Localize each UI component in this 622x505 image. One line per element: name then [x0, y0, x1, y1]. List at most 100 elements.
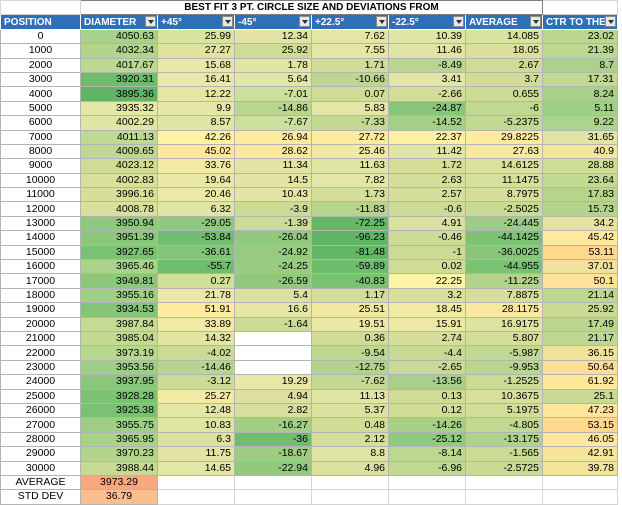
column-header[interactable]: +45°: [157, 14, 235, 30]
value-cell[interactable]: -1.64: [234, 316, 312, 332]
value-cell[interactable]: 40.9: [542, 143, 618, 160]
value-cell[interactable]: 8.7: [542, 57, 618, 73]
value-cell[interactable]: 27.72: [311, 129, 389, 145]
value-cell[interactable]: -36.0025: [465, 244, 543, 261]
empty-cell[interactable]: [157, 474, 235, 491]
position-cell[interactable]: 24000: [0, 374, 81, 390]
value-cell[interactable]: 34.2: [542, 215, 618, 232]
empty-cell[interactable]: [465, 474, 543, 491]
value-cell[interactable]: -25.12: [388, 431, 466, 448]
value-cell[interactable]: -7.01: [234, 86, 312, 102]
value-cell[interactable]: -2.5725: [465, 460, 543, 476]
value-cell[interactable]: 4009.65: [80, 143, 158, 160]
value-cell[interactable]: 4032.34: [80, 43, 158, 59]
value-cell[interactable]: -59.89: [311, 259, 389, 275]
position-cell[interactable]: 27000: [0, 417, 81, 433]
value-cell[interactable]: 11.13: [311, 388, 389, 404]
value-cell[interactable]: 16.9175: [465, 316, 543, 332]
position-cell[interactable]: 2000: [0, 57, 81, 73]
value-cell[interactable]: -18.67: [234, 446, 312, 462]
filter-dropdown-icon[interactable]: [222, 16, 233, 28]
value-cell[interactable]: 1.17: [311, 287, 389, 304]
value-cell[interactable]: 2.82: [234, 402, 312, 419]
value-cell[interactable]: [234, 359, 312, 376]
value-cell[interactable]: 4050.63: [80, 28, 158, 45]
position-cell[interactable]: 28000: [0, 431, 81, 448]
value-cell[interactable]: 10.39: [388, 28, 466, 45]
value-cell[interactable]: -5.2375: [465, 115, 543, 131]
filter-dropdown-icon[interactable]: [530, 16, 541, 28]
position-cell[interactable]: 9000: [0, 158, 81, 174]
value-cell[interactable]: 28.88: [542, 158, 618, 174]
value-cell[interactable]: 0.02: [388, 259, 466, 275]
value-cell[interactable]: 7.62: [311, 28, 389, 45]
filter-dropdown-icon[interactable]: [605, 16, 616, 28]
value-cell[interactable]: 15.73: [542, 201, 618, 217]
value-cell[interactable]: 2.63: [388, 172, 466, 189]
value-cell[interactable]: 5.37: [311, 402, 389, 419]
position-cell[interactable]: 3000: [0, 71, 81, 88]
value-cell[interactable]: 6.3: [157, 431, 235, 448]
value-cell[interactable]: -26.59: [234, 273, 312, 289]
value-cell[interactable]: 15.68: [157, 57, 235, 73]
value-cell[interactable]: 11.46: [388, 43, 466, 59]
value-cell[interactable]: -29.05: [157, 215, 235, 232]
value-cell[interactable]: 3951.39: [80, 230, 158, 246]
value-cell[interactable]: 0.36: [311, 330, 389, 347]
value-cell[interactable]: -1.565: [465, 446, 543, 462]
value-cell[interactable]: 3985.04: [80, 330, 158, 347]
value-cell[interactable]: -3.9: [234, 201, 312, 217]
value-cell[interactable]: 5.1975: [465, 402, 543, 419]
value-cell[interactable]: 21.14: [542, 287, 618, 304]
position-cell[interactable]: 15000: [0, 244, 81, 261]
value-cell[interactable]: 18.05: [465, 43, 543, 59]
value-cell[interactable]: 26.94: [234, 129, 312, 145]
value-cell[interactable]: 10.3675: [465, 388, 543, 404]
value-cell[interactable]: -3.12: [157, 374, 235, 390]
value-cell[interactable]: 8.8: [311, 446, 389, 462]
position-cell[interactable]: 20000: [0, 316, 81, 332]
value-cell[interactable]: 3973.19: [80, 345, 158, 361]
value-cell[interactable]: 25.99: [157, 28, 235, 45]
value-cell[interactable]: 16.6: [234, 302, 312, 318]
value-cell[interactable]: -96.23: [311, 230, 389, 246]
value-cell[interactable]: -22.94: [234, 460, 312, 476]
value-cell[interactable]: 1.71: [311, 57, 389, 73]
value-cell[interactable]: 14.6125: [465, 158, 543, 174]
value-cell[interactable]: 28.1175: [465, 302, 543, 318]
value-cell[interactable]: -24.445: [465, 215, 543, 232]
value-cell[interactable]: 3953.56: [80, 359, 158, 376]
value-cell[interactable]: 25.92: [542, 302, 618, 318]
value-cell[interactable]: 2.74: [388, 330, 466, 347]
value-cell[interactable]: 8.24: [542, 86, 618, 102]
value-cell[interactable]: 3988.44: [80, 460, 158, 476]
column-header[interactable]: -45°: [234, 14, 312, 30]
position-cell[interactable]: 22000: [0, 345, 81, 361]
value-cell[interactable]: -26.04: [234, 230, 312, 246]
value-cell[interactable]: -6.96: [388, 460, 466, 476]
value-cell[interactable]: -9.953: [465, 359, 543, 376]
value-cell[interactable]: 9.9: [157, 100, 235, 117]
value-cell[interactable]: -44.955: [465, 259, 543, 275]
value-cell[interactable]: 4.91: [388, 215, 466, 232]
value-cell[interactable]: -9.54: [311, 345, 389, 361]
value-cell[interactable]: 19.51: [311, 316, 389, 332]
value-cell[interactable]: -0.6: [388, 201, 466, 217]
value-cell[interactable]: 14.32: [157, 330, 235, 347]
value-cell[interactable]: 3955.75: [80, 417, 158, 433]
value-cell[interactable]: 4017.67: [80, 57, 158, 73]
value-cell[interactable]: 45.02: [157, 143, 235, 160]
value-cell[interactable]: 25.92: [234, 43, 312, 59]
value-cell[interactable]: -24.87: [388, 100, 466, 117]
value-cell[interactable]: 5.64: [234, 71, 312, 88]
value-cell[interactable]: -7.62: [311, 374, 389, 390]
value-cell[interactable]: 25.27: [157, 388, 235, 404]
column-header[interactable]: AVERAGE: [465, 14, 543, 30]
value-cell[interactable]: 8.7975: [465, 187, 543, 203]
position-cell[interactable]: 12000: [0, 201, 81, 217]
value-cell[interactable]: 3949.81: [80, 273, 158, 289]
value-cell[interactable]: -4.02: [157, 345, 235, 361]
position-cell[interactable]: 21000: [0, 330, 81, 347]
value-cell[interactable]: 5.11: [542, 100, 618, 117]
value-cell[interactable]: 22.25: [388, 273, 466, 289]
